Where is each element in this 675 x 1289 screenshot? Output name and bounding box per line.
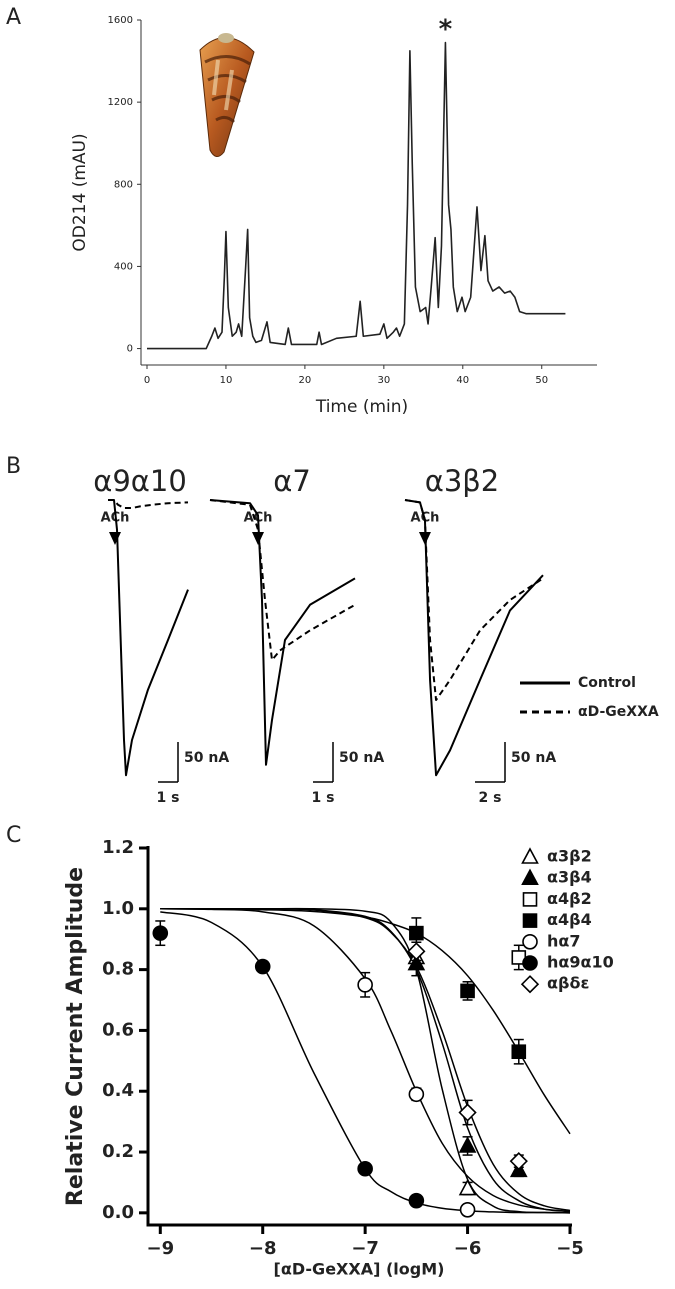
- trace-title: α3β2: [425, 464, 500, 498]
- x-tick-label: 0: [144, 375, 150, 386]
- panel-label: C: [6, 823, 21, 848]
- data-point: [152, 925, 169, 941]
- trace-title: α9α10: [93, 464, 187, 498]
- current-trace: [209, 499, 356, 766]
- legend-marker: [521, 847, 539, 864]
- scale-bar-label: 2 s: [479, 790, 502, 806]
- current-trace: [108, 499, 189, 777]
- data-point: [509, 1152, 528, 1171]
- current-trace: [404, 499, 544, 701]
- legend-label: α4β2: [547, 889, 592, 908]
- scale-bar-label: 50 nA: [184, 750, 229, 766]
- y-tick-label: 0.8: [102, 959, 134, 980]
- legend-marker: [522, 955, 538, 971]
- current-trace: [108, 499, 189, 509]
- peak-annotation: *: [439, 15, 453, 45]
- y-tick-label: 1.0: [102, 898, 134, 919]
- legend-label: hα7: [547, 931, 581, 950]
- legend-marker: [520, 975, 540, 994]
- legend-label: hα9α10: [547, 953, 614, 972]
- y-tick-label: 0: [127, 344, 133, 355]
- y-tick-label: 400: [114, 261, 133, 272]
- scale-bar-label: 50 nA: [511, 750, 556, 766]
- data-point: [511, 1044, 527, 1060]
- data-point: [459, 1201, 476, 1218]
- y-axis-label: Relative Current Amplitude: [63, 867, 88, 1206]
- stimulus-arrow: [109, 532, 121, 545]
- data-point: [357, 1160, 373, 1177]
- x-tick-label: 40: [456, 375, 469, 386]
- data-point: [357, 977, 373, 993]
- panel-label: A: [6, 5, 21, 30]
- y-tick-label: 0.0: [102, 1202, 134, 1223]
- current-trace: [209, 499, 356, 661]
- x-tick-label: −9: [146, 1238, 174, 1259]
- data-point: [458, 1103, 477, 1122]
- cone-snail-image: [199, 33, 255, 157]
- data-point: [408, 1086, 425, 1103]
- y-tick-label: 1600: [108, 15, 133, 26]
- x-tick-label: 20: [299, 375, 312, 386]
- legend-label: αβδε: [547, 974, 589, 993]
- x-tick-label: 30: [377, 375, 390, 386]
- y-tick-label: 1200: [108, 97, 133, 108]
- data-point: [460, 983, 475, 999]
- fit-curve: [160, 908, 571, 1135]
- legend-marker: [522, 933, 538, 950]
- y-tick-label: 1.2: [102, 837, 134, 858]
- trace-title: α7: [273, 464, 311, 498]
- scale-bar-label: 50 nA: [339, 750, 384, 766]
- scale-bar-label: 1 s: [157, 790, 180, 806]
- y-tick-label: 0.4: [102, 1080, 134, 1101]
- x-tick-label: −5: [556, 1238, 584, 1259]
- x-tick-label: −8: [249, 1238, 277, 1259]
- data-point: [458, 1178, 477, 1196]
- legend-label: α3β4: [547, 868, 592, 887]
- legend-marker: [522, 913, 538, 928]
- legend-label: α4β4: [547, 910, 592, 929]
- y-tick-label: 0.6: [102, 1019, 134, 1040]
- x-axis-label: [αD-GeXXA] (logM): [274, 1260, 445, 1279]
- x-tick-label: 50: [535, 375, 548, 386]
- legend-label: αD-GeXXA: [578, 704, 659, 720]
- legend-marker: [522, 892, 538, 907]
- y-tick-label: 0.2: [102, 1141, 134, 1162]
- data-point: [254, 958, 271, 975]
- panel-label: B: [6, 454, 21, 479]
- scale-bar-label: 1 s: [312, 790, 335, 806]
- data-point: [407, 953, 426, 971]
- data-point: [407, 942, 426, 961]
- x-tick-label: −7: [351, 1238, 379, 1259]
- x-tick-label: −6: [454, 1238, 482, 1259]
- data-point: [458, 1136, 477, 1153]
- legend-label: α3β2: [547, 847, 592, 866]
- x-axis-label: Time (min): [315, 397, 408, 417]
- legend-label: Control: [578, 675, 636, 691]
- data-point: [409, 925, 424, 941]
- chromatogram-line: [147, 41, 566, 350]
- y-tick-label: 800: [114, 179, 133, 190]
- y-axis-label: OD214 (mAU): [70, 133, 90, 251]
- legend-marker: [521, 868, 539, 886]
- data-point: [408, 1192, 425, 1209]
- x-tick-label: 10: [220, 375, 233, 386]
